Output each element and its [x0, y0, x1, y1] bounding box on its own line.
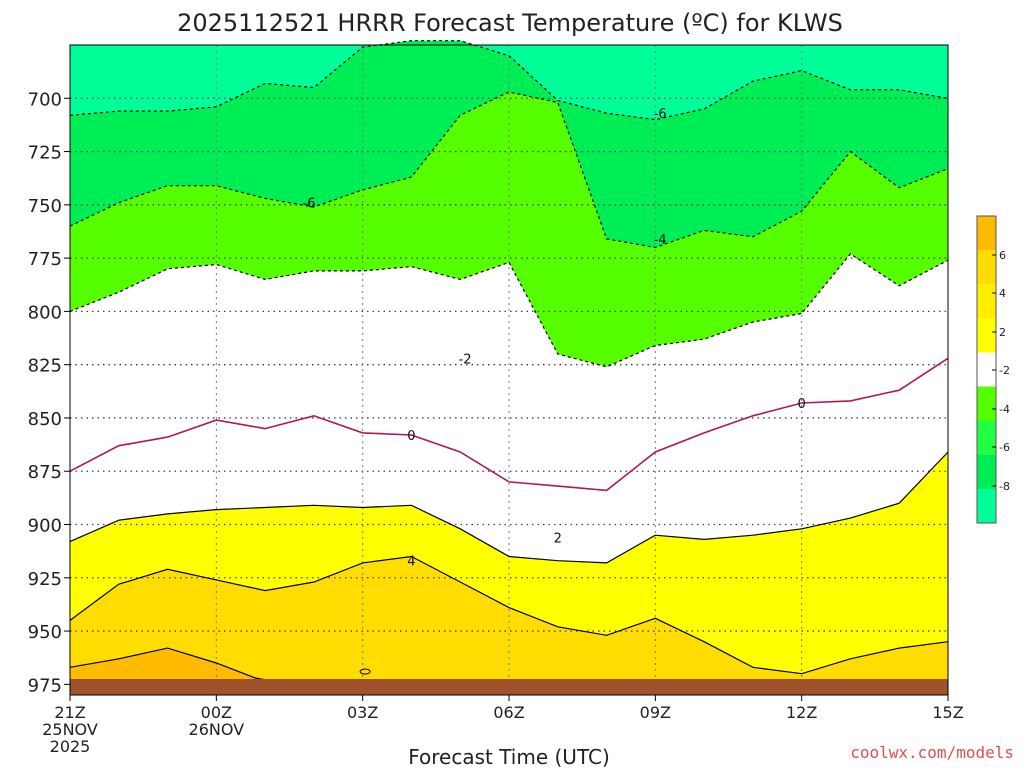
isotherm-minus4: [69, 91, 949, 249]
x-tick-label: 21Z: [54, 703, 85, 722]
y-tick-label: 875: [28, 462, 62, 483]
colorbar-swatch: [977, 352, 996, 388]
colorbar-swatch: [977, 318, 996, 353]
x-tick-label: 12Z: [786, 703, 817, 722]
isotherm-4: [69, 555, 949, 675]
isotherm-label: -4: [654, 233, 667, 248]
isotherm-2: [69, 451, 949, 564]
temperature-fill-layer: [70, 40, 948, 695]
colorbar-swatch: [977, 284, 996, 319]
colorbar-swatch: [977, 488, 996, 524]
y-tick-label: 825: [28, 356, 62, 377]
ground-surface: [70, 679, 948, 695]
colorbar-tick-label: -2: [999, 364, 1010, 377]
y-tick-label: 725: [28, 143, 62, 164]
isotherm-label: -6: [303, 197, 316, 212]
chart-title: 2025112521 HRRR Forecast Temperature (ºC…: [177, 9, 843, 37]
y-tick-label: 900: [28, 516, 62, 537]
colorbar-tick-label: 6: [999, 249, 1006, 262]
colorbar: 6 4 2 -2 -4 -6 -8: [976, 215, 1010, 524]
y-tick-label: 950: [28, 622, 62, 643]
colorbar-tick-label: 2: [999, 326, 1006, 339]
x-axis-label: Forecast Time (UTC): [408, 745, 610, 768]
isotherm-label: -6: [654, 107, 667, 122]
fill-4-to-6: [70, 556, 948, 695]
colorbar-swatch: [977, 250, 996, 285]
colorbar-tick-label: -4: [999, 403, 1010, 416]
colorbar-swatch: [977, 216, 996, 251]
x-tick-label: 2025: [50, 737, 91, 756]
y-tick-label: 850: [28, 409, 62, 430]
colorbar-tick-label: -6: [999, 441, 1010, 454]
x-tick-label: 15Z: [932, 703, 963, 722]
x-tick-label: 06Z: [493, 703, 524, 722]
y-tick-label: 750: [28, 196, 62, 217]
isotherm-label: 0: [798, 397, 806, 412]
isotherm-label: 4: [407, 555, 415, 570]
x-tick-label: 03Z: [347, 703, 378, 722]
isotherm-label: -2: [459, 352, 472, 367]
y-tick-label: 925: [28, 569, 62, 590]
x-tick-label: 00Z: [201, 703, 232, 722]
colorbar-swatch: [977, 386, 996, 422]
colorbar-tick-label: -8: [999, 480, 1010, 493]
y-tick-label: 975: [28, 675, 62, 696]
x-tick-label: 26NOV: [189, 720, 245, 739]
isotherm-label: 0: [407, 429, 415, 444]
colorbar-swatch: [977, 420, 996, 456]
y-tick-label: 700: [28, 89, 62, 110]
colorbar-swatch: [977, 454, 996, 490]
isotherm-minus6: [69, 40, 949, 121]
y-tick-label: 800: [28, 302, 62, 323]
x-tick-label: 09Z: [640, 703, 671, 722]
ground-layer: [70, 679, 948, 695]
isotherm-4-cell: [359, 668, 371, 675]
credit-text: coolwx.com/models: [850, 743, 1014, 762]
isotherm-0: [69, 357, 949, 492]
isotherm-label: 2: [554, 531, 562, 546]
x-tick-label: 25NOV: [42, 720, 98, 739]
grid-layer: [70, 45, 948, 695]
y-axis: 700 725 750 775 800 825 850 875 900 925 950 975: [28, 89, 70, 696]
y-tick-label: 775: [28, 249, 62, 270]
isotherm-layer: -6 -6 -4 -2 0 0 2 4: [69, 40, 949, 685]
colorbar-tick-label: 4: [999, 287, 1006, 300]
